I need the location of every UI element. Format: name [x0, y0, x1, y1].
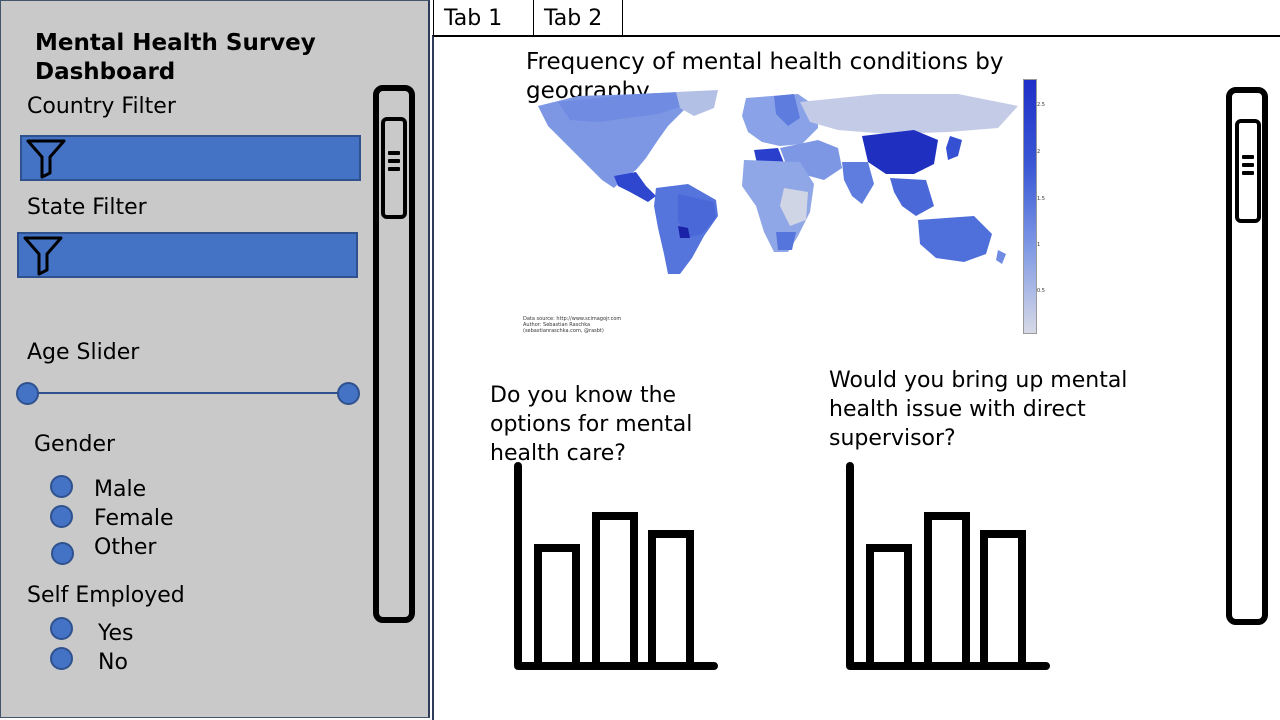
sidebar-scrollbar[interactable]: [373, 85, 415, 623]
map-credit: Data source: http://www.scimagojr.com Au…: [523, 316, 621, 334]
credit-line: (sebastianraschka.com, @rasbt): [523, 328, 604, 334]
age-slider-label: Age Slider: [27, 340, 140, 365]
map-region-brazil: [678, 194, 716, 238]
world-map[interactable]: [518, 88, 1038, 338]
map-region-scandinavia: [774, 94, 800, 126]
gender-label: Gender: [34, 432, 116, 457]
tab-2[interactable]: Tab 2: [533, 0, 623, 35]
state-filter-input[interactable]: [17, 232, 358, 278]
self-employed-label: Self Employed: [27, 583, 185, 608]
map-region-china: [862, 130, 938, 174]
self-employed-no-radio[interactable]: [50, 647, 73, 670]
map-region-central-africa: [780, 188, 808, 226]
sidebar-scrollbar-thumb[interactable]: [381, 117, 407, 219]
map-region-paraguay: [678, 226, 690, 238]
self-employed-yes-label: Yes: [98, 621, 134, 646]
grip-line: [1242, 155, 1254, 159]
bar-chart-placeholder-icon[interactable]: [508, 462, 718, 674]
credit-line: Data source: http://www.scimagojr.com: [523, 316, 622, 322]
gender-male-label: Male: [94, 477, 147, 502]
filter-icon: [26, 139, 66, 179]
colorbar-tick: 1.5: [1037, 196, 1045, 202]
question-1-title: Do you know the options for mental healt…: [490, 383, 693, 466]
age-slider-max-handle[interactable]: [337, 382, 360, 405]
content-panel: [432, 35, 1280, 720]
age-slider-min-handle[interactable]: [16, 382, 39, 405]
main-scrollbar-thumb[interactable]: [1235, 119, 1261, 223]
map-region-new-zealand: [996, 250, 1006, 264]
dashboard-title: Mental Health Survey Dashboard: [35, 30, 316, 85]
map-region-middle-east: [780, 140, 842, 180]
filter-icon: [23, 236, 63, 276]
map-region-southern-africa: [776, 232, 796, 250]
grip-line: [388, 167, 400, 171]
self-employed-yes-radio[interactable]: [50, 617, 73, 640]
map-region-russia: [800, 94, 1018, 134]
gender-other-radio[interactable]: [51, 542, 74, 565]
map-region-japan: [946, 136, 962, 160]
self-employed-no-label: No: [98, 650, 128, 675]
gender-female-radio[interactable]: [50, 505, 73, 528]
credit-line: Author: Sebastian Raschka: [523, 322, 591, 328]
main-scrollbar[interactable]: [1226, 87, 1268, 625]
sidebar: Mental Health Survey Dashboard Country F…: [0, 0, 430, 718]
map-region-australia: [918, 216, 992, 262]
question-2-title: Would you bring up mental health issue w…: [829, 368, 1128, 451]
country-filter-label: Country Filter: [27, 94, 176, 119]
grip-line: [388, 159, 400, 163]
state-filter-label: State Filter: [27, 195, 147, 220]
map-region-canada: [558, 92, 683, 122]
colorbar-tick: 0.5: [1037, 288, 1045, 294]
map-region-africa: [742, 160, 814, 252]
map-region-europe: [742, 94, 818, 146]
map-region-india: [842, 162, 874, 204]
gender-other-label: Other: [94, 535, 157, 560]
bar-chart-placeholder-icon[interactable]: [840, 462, 1050, 674]
gender-female-label: Female: [94, 506, 174, 531]
map-colorbar: [1023, 79, 1037, 334]
grip-line: [1242, 163, 1254, 167]
map-region-southeast-asia: [890, 178, 934, 216]
map-region-greenland: [676, 90, 718, 116]
age-slider-track[interactable]: [27, 392, 349, 394]
colorbar-tick: 1: [1037, 242, 1041, 248]
country-filter-input[interactable]: [20, 135, 361, 181]
map-region-central-america: [614, 172, 656, 202]
tab-1[interactable]: Tab 1: [433, 0, 534, 35]
grip-line: [388, 151, 400, 155]
grip-line: [1242, 171, 1254, 175]
colorbar-tick: 2.5: [1037, 102, 1045, 108]
colorbar-tick: 2: [1037, 149, 1041, 155]
gender-male-radio[interactable]: [50, 475, 73, 498]
